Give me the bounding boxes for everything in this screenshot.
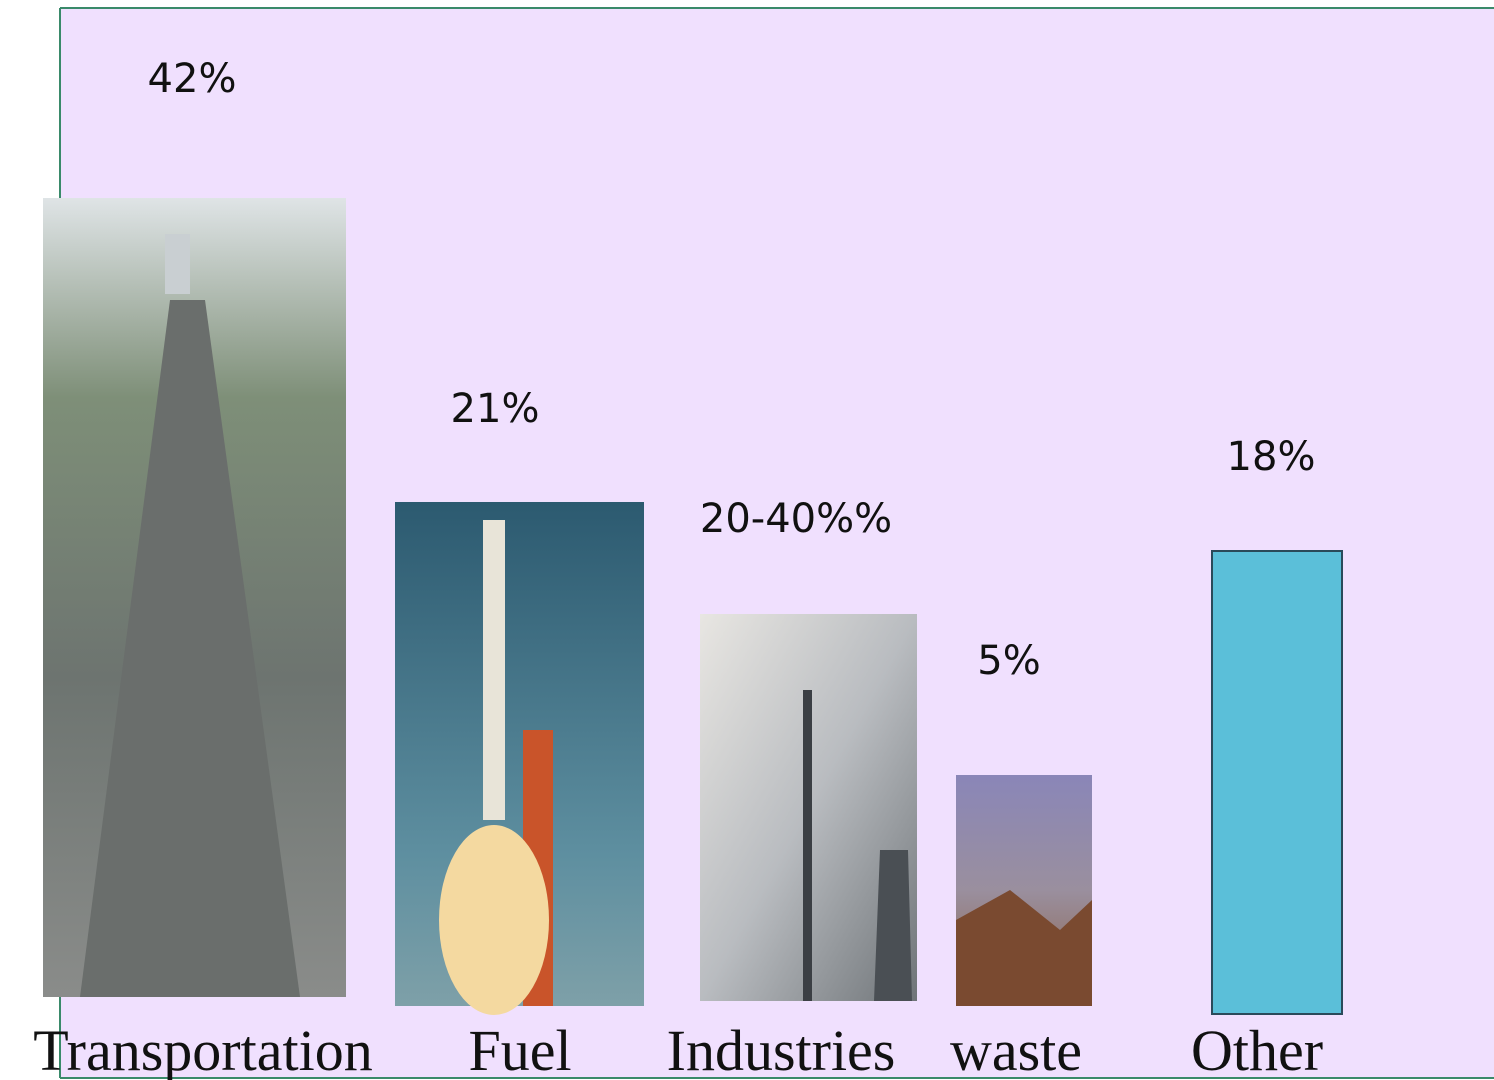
category-label: Industries — [667, 1018, 896, 1080]
picture-waste — [956, 775, 1092, 1006]
value-label: 18% — [1227, 434, 1316, 480]
bar-other — [1211, 550, 1343, 1015]
category-label: Transportation — [33, 1018, 372, 1080]
value-label: 20-40%% — [700, 496, 892, 542]
category-label: waste — [950, 1018, 1082, 1080]
value-label: 42% — [148, 56, 237, 102]
category-label: Other — [1191, 1018, 1323, 1080]
value-label: 21% — [451, 386, 540, 432]
picture-transportation — [43, 198, 346, 997]
value-label: 5% — [977, 638, 1040, 684]
picture-industries — [700, 614, 917, 1001]
picture-fuel — [395, 502, 644, 1015]
category-label: Fuel — [468, 1018, 571, 1080]
